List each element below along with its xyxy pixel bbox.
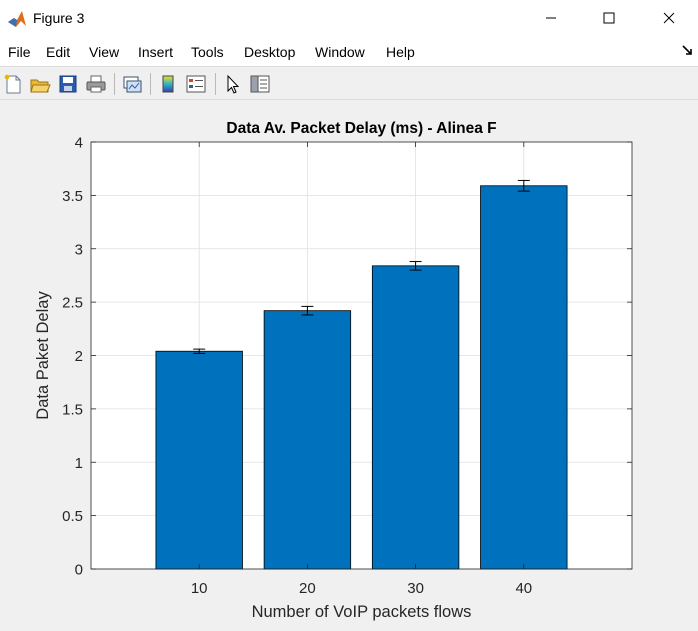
- toolbar-separator: [114, 73, 115, 95]
- y-axis-label: Data Paket Delay: [34, 291, 52, 420]
- close-icon: [663, 12, 675, 24]
- figure-toolbar: [0, 66, 698, 100]
- x-axis-label: Number of VoIP packets flows: [252, 603, 472, 621]
- y-tick-label: 1: [75, 455, 83, 472]
- bar-chart[interactable]: 0 0.5 1 1.5 2 2.5 3 3.5 4 10 20 30 40 Data Av. Packe…: [0, 101, 698, 626]
- y-tick-label: 0.5: [62, 508, 83, 525]
- bar[interactable]: [480, 185, 568, 570]
- menu-insert[interactable]: Insert: [138, 44, 174, 60]
- dock-arrow-icon[interactable]: [682, 45, 694, 57]
- toolbar-separator: [150, 73, 151, 95]
- y-tick-label: 3: [75, 241, 83, 258]
- bar[interactable]: [263, 310, 352, 570]
- bars: [155, 185, 568, 570]
- x-tick-label: 20: [299, 580, 316, 597]
- window-title: Figure 3: [33, 10, 85, 26]
- close-button[interactable]: [646, 0, 692, 36]
- matlab-logo-icon: [7, 9, 27, 29]
- window-title-bar: Figure 3: [0, 0, 698, 38]
- error-bars: [193, 179, 530, 354]
- menu-file[interactable]: File: [8, 44, 31, 60]
- x-tick-label: 30: [407, 580, 424, 597]
- chart-title: Data Av. Packet Delay (ms) - Alinea F: [226, 120, 496, 137]
- menu-view[interactable]: View: [89, 44, 120, 60]
- colorbar-icon[interactable]: [157, 73, 179, 95]
- minimize-icon: [546, 17, 556, 19]
- bar[interactable]: [155, 350, 243, 570]
- maximize-button[interactable]: [586, 0, 632, 36]
- y-tick-label: 2.5: [62, 295, 83, 312]
- property-inspector-icon[interactable]: [249, 73, 271, 95]
- pointer-icon[interactable]: [222, 73, 244, 95]
- minimize-button[interactable]: [528, 0, 574, 36]
- x-tick-label: 10: [191, 580, 208, 597]
- bar[interactable]: [371, 265, 460, 570]
- link-plot-icon[interactable]: [121, 73, 143, 95]
- y-tick-label: 3.5: [62, 188, 83, 205]
- menu-desktop[interactable]: Desktop: [244, 44, 296, 60]
- open-file-icon[interactable]: [29, 73, 51, 95]
- figure-canvas: 0 0.5 1 1.5 2 2.5 3 3.5 4 10 20 30 40 Data Av. Packe…: [0, 101, 698, 626]
- y-tick-label: 4: [75, 135, 83, 152]
- axis-ticks: 0 0.5 1 1.5 2 2.5 3 3.5 4 10 20 30 40: [62, 135, 632, 597]
- menu-bar: File Edit View Insert Tools Desktop Wind…: [0, 38, 698, 66]
- print-icon[interactable]: [85, 73, 107, 95]
- new-figure-icon[interactable]: [2, 73, 24, 95]
- y-tick-label: 2: [75, 348, 83, 365]
- toolbar-separator: [215, 73, 216, 95]
- menu-tools[interactable]: Tools: [191, 44, 224, 60]
- y-tick-label: 1.5: [62, 401, 83, 418]
- y-tick-label: 0: [75, 562, 83, 579]
- maximize-icon: [603, 12, 615, 24]
- x-tick-label: 40: [515, 580, 532, 597]
- save-icon[interactable]: [57, 73, 79, 95]
- menu-window[interactable]: Window: [315, 44, 365, 60]
- menu-edit[interactable]: Edit: [46, 44, 71, 60]
- legend-icon[interactable]: [185, 73, 207, 95]
- menu-help[interactable]: Help: [386, 44, 415, 60]
